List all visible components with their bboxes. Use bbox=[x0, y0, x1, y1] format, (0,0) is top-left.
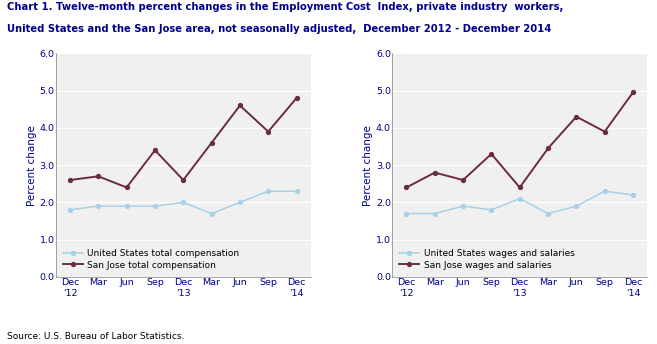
United States wages and salaries bbox=[629, 193, 637, 197]
San Jose wages and salaries bbox=[487, 152, 495, 156]
San Jose total compensation bbox=[151, 148, 159, 152]
San Jose wages and salaries bbox=[544, 146, 552, 150]
United States total compensation bbox=[208, 212, 215, 216]
Legend: United States total compensation, San Jose total compensation: United States total compensation, San Jo… bbox=[60, 246, 242, 272]
United States total compensation bbox=[66, 208, 74, 212]
San Jose total compensation bbox=[179, 178, 187, 182]
San Jose wages and salaries bbox=[572, 115, 580, 119]
San Jose wages and salaries bbox=[403, 185, 411, 190]
United States wages and salaries bbox=[572, 204, 580, 208]
San Jose wages and salaries bbox=[600, 129, 608, 133]
Line: San Jose total compensation: San Jose total compensation bbox=[68, 96, 298, 190]
United States wages and salaries bbox=[516, 196, 524, 201]
Line: San Jose wages and salaries: San Jose wages and salaries bbox=[405, 90, 635, 190]
San Jose total compensation bbox=[292, 96, 300, 100]
San Jose total compensation bbox=[123, 185, 131, 190]
United States wages and salaries bbox=[544, 212, 552, 216]
United States total compensation bbox=[95, 204, 102, 208]
United States wages and salaries bbox=[600, 189, 608, 193]
United States total compensation bbox=[264, 189, 272, 193]
Text: Chart 1. Twelve-month percent changes in the Employment Cost  Index, private ind: Chart 1. Twelve-month percent changes in… bbox=[7, 2, 563, 12]
San Jose total compensation bbox=[208, 141, 215, 145]
United States wages and salaries bbox=[431, 212, 439, 216]
Line: United States wages and salaries: United States wages and salaries bbox=[405, 189, 635, 215]
San Jose wages and salaries bbox=[629, 90, 637, 95]
United States wages and salaries bbox=[403, 212, 411, 216]
San Jose total compensation bbox=[66, 178, 74, 182]
Text: United States and the San Jose area, not seasonally adjusted,  December 2012 - D: United States and the San Jose area, not… bbox=[7, 24, 551, 34]
San Jose total compensation bbox=[264, 129, 272, 133]
Text: Source: U.S. Bureau of Labor Statistics.: Source: U.S. Bureau of Labor Statistics. bbox=[7, 332, 184, 341]
Line: United States total compensation: United States total compensation bbox=[68, 189, 298, 215]
Y-axis label: Percent change: Percent change bbox=[363, 125, 373, 206]
United States wages and salaries bbox=[459, 204, 467, 208]
Legend: United States wages and salaries, San Jose wages and salaries: United States wages and salaries, San Jo… bbox=[397, 246, 578, 272]
San Jose total compensation bbox=[95, 174, 102, 178]
United States total compensation bbox=[236, 200, 244, 204]
United States wages and salaries bbox=[487, 208, 495, 212]
San Jose wages and salaries bbox=[459, 178, 467, 182]
United States total compensation bbox=[123, 204, 131, 208]
San Jose wages and salaries bbox=[516, 185, 524, 190]
San Jose wages and salaries bbox=[431, 171, 439, 175]
United States total compensation bbox=[151, 204, 159, 208]
United States total compensation bbox=[179, 200, 187, 204]
San Jose total compensation bbox=[236, 104, 244, 108]
Y-axis label: Percent change: Percent change bbox=[26, 125, 37, 206]
United States total compensation bbox=[292, 189, 300, 193]
